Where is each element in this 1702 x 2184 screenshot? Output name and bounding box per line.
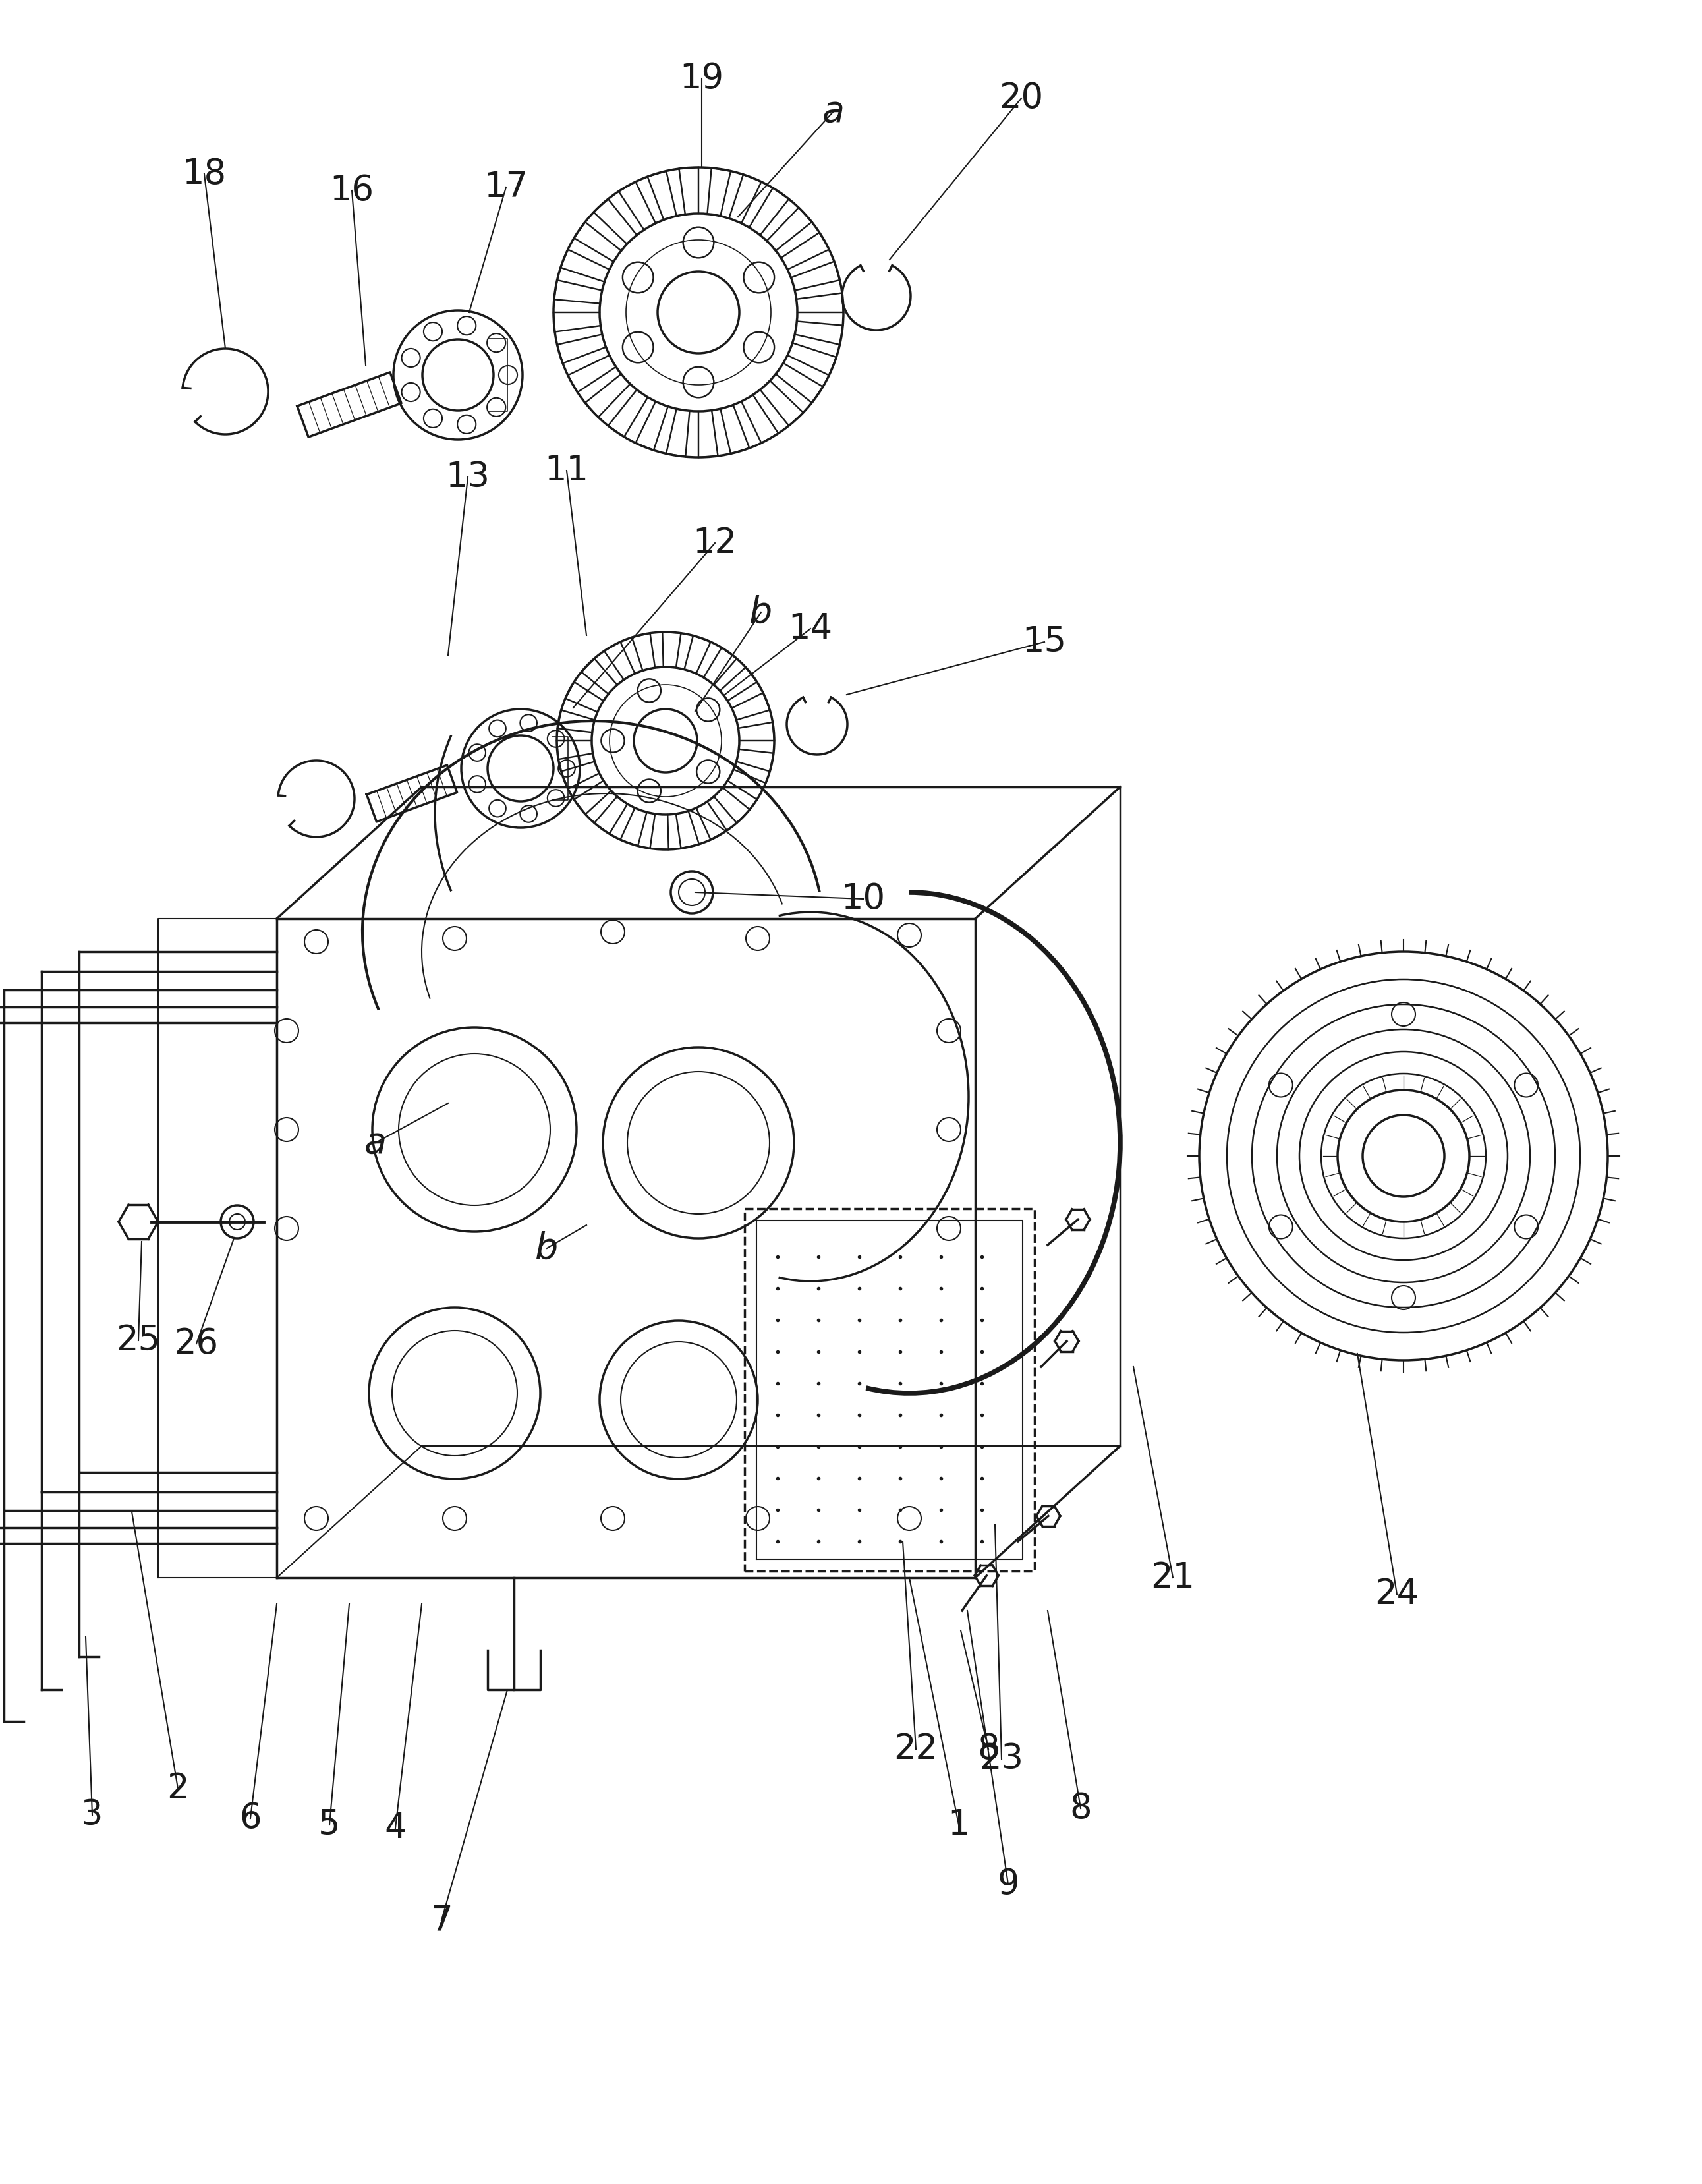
Text: b: b [536, 1232, 558, 1267]
Text: 12: 12 [693, 526, 737, 559]
Text: 16: 16 [330, 173, 374, 207]
Text: 11: 11 [545, 454, 589, 487]
Text: 15: 15 [1023, 625, 1067, 660]
Text: 2: 2 [167, 1771, 189, 1806]
Text: 9: 9 [997, 1867, 1019, 1902]
Text: 25: 25 [116, 1324, 160, 1358]
Text: 24: 24 [1375, 1577, 1419, 1612]
Text: 6: 6 [240, 1802, 262, 1835]
Text: 7: 7 [431, 1902, 453, 1937]
Text: 17: 17 [483, 170, 528, 205]
Text: 14: 14 [788, 612, 832, 646]
Text: a: a [364, 1125, 386, 1160]
Text: b: b [749, 594, 773, 629]
Text: 20: 20 [999, 81, 1043, 116]
Text: a: a [822, 94, 844, 129]
Text: 26: 26 [174, 1326, 218, 1361]
Text: 5: 5 [318, 1808, 340, 1841]
Text: 8: 8 [1069, 1791, 1091, 1826]
Text: 23: 23 [979, 1743, 1023, 1776]
Text: 4: 4 [385, 1811, 407, 1845]
Text: 1: 1 [948, 1808, 970, 1841]
Text: 8: 8 [977, 1732, 999, 1767]
Text: 3: 3 [82, 1797, 104, 1832]
Text: 22: 22 [894, 1732, 938, 1767]
Text: 18: 18 [182, 157, 226, 192]
Text: 19: 19 [679, 61, 723, 96]
Text: 10: 10 [841, 882, 885, 915]
Text: 21: 21 [1151, 1562, 1195, 1594]
Text: 13: 13 [446, 461, 490, 494]
